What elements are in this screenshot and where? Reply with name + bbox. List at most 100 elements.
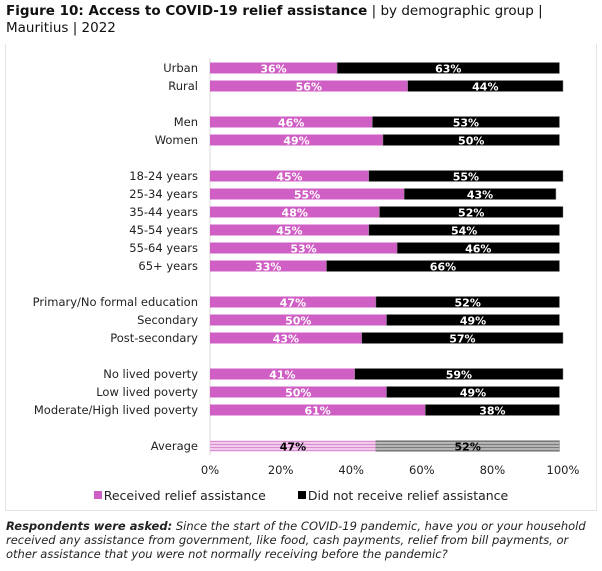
note-text: Since the start of the COVID-19 pandemic… (6, 519, 586, 561)
bar-received (210, 386, 387, 398)
bar-received (210, 368, 355, 380)
legend-item-received: Received relief assistance (93, 488, 266, 503)
data-label-not-received: 52% (455, 297, 481, 310)
category-label: No lived poverty (103, 367, 198, 381)
bar-received (210, 440, 376, 452)
x-tick-label: 80% (480, 463, 506, 477)
category-label: 45-54 years (129, 223, 198, 237)
data-label-not-received: 49% (460, 315, 486, 328)
category-label: 35-44 years (129, 205, 198, 219)
legend-label: Received relief assistance (103, 488, 266, 503)
data-label-received: 48% (282, 207, 308, 220)
category-label: Primary/No formal education (33, 295, 198, 309)
data-label-received: 50% (285, 387, 311, 400)
bar-received (210, 224, 369, 236)
bar-not-received (382, 134, 560, 146)
data-label-received: 55% (294, 189, 320, 202)
legend-label: Did not receive relief assistance (307, 488, 509, 503)
bar-not-received (368, 170, 564, 182)
data-label-received: 50% (285, 315, 311, 328)
bar-received (210, 206, 380, 218)
data-label-not-received: 53% (453, 117, 479, 130)
legend-item-not-received: Did not receive relief assistance (297, 488, 509, 503)
bar-received (210, 170, 369, 182)
bar-received (210, 62, 338, 74)
category-label: 25-34 years (129, 187, 198, 201)
bar-chart: Urban 36% 63% Rural 56% 44% Men 46% 53% Women 49% 5… (33, 58, 580, 477)
category-label: Moderate/High lived poverty (34, 403, 198, 417)
data-label-received: 45% (276, 171, 302, 184)
chart-frame (5, 44, 597, 511)
data-label-not-received: 59% (446, 369, 472, 382)
category-label: 55-64 years (129, 241, 198, 255)
bar-not-received (396, 242, 560, 254)
title-rest: | by demographic group | Mauritius | 202… (6, 3, 543, 36)
bar-received (210, 134, 383, 146)
category-label: Urban (163, 61, 198, 75)
bar-received (210, 242, 398, 254)
x-tick-label: 100% (547, 463, 580, 477)
category-label: Men (174, 115, 198, 129)
bar-received (210, 116, 373, 128)
data-label-not-received: 50% (458, 135, 484, 148)
category-label: Women (155, 133, 198, 147)
data-label-received: 56% (296, 81, 322, 94)
data-label-received: 43% (273, 333, 299, 346)
category-label: Secondary (137, 313, 198, 327)
category-label: Average (151, 439, 198, 453)
survey-question-note: Respondents were asked: Since the start … (6, 519, 598, 561)
x-tick-label: 0% (201, 463, 219, 477)
bar-received (210, 404, 426, 416)
category-label: 65+ years (138, 259, 198, 273)
data-label-received: 49% (283, 135, 309, 148)
x-tick-label: 60% (409, 463, 435, 477)
category-label: Post-secondary (110, 331, 198, 345)
data-label-not-received: 43% (467, 189, 493, 202)
data-label-not-received: 38% (479, 405, 505, 418)
data-label-received: 53% (290, 243, 316, 256)
x-tick-label: 40% (338, 463, 364, 477)
bar-not-received (403, 188, 557, 200)
bar-received (210, 260, 327, 272)
data-label-not-received: 55% (453, 171, 479, 184)
legend-swatch (93, 491, 102, 499)
data-label-received: 36% (260, 63, 286, 76)
bar-not-received (386, 314, 560, 326)
data-label-not-received: 52% (458, 207, 484, 220)
category-label: 18-24 years (129, 169, 198, 183)
bar-not-received (407, 80, 564, 92)
bar-received (210, 296, 376, 308)
bar-not-received (361, 332, 564, 344)
bar-not-received (386, 386, 560, 398)
data-label-received: 45% (276, 225, 302, 238)
bar-not-received (372, 116, 560, 128)
bar-not-received (368, 224, 560, 236)
chart-title: Figure 10: Access to COVID-19 relief ass… (6, 3, 596, 37)
data-label-not-received: 54% (451, 225, 477, 238)
bar-not-received (375, 296, 560, 308)
bar-not-received (354, 368, 564, 380)
title-bold: Figure 10: Access to COVID-19 relief ass… (6, 3, 368, 19)
data-label-not-received: 49% (460, 387, 486, 400)
data-label-not-received: 63% (435, 63, 461, 76)
category-label: Low lived poverty (96, 385, 198, 399)
legend-swatch (297, 491, 306, 499)
data-label-received: 41% (269, 369, 295, 382)
data-label-received: 47% (280, 441, 306, 454)
bar-not-received (425, 404, 560, 416)
legend: Received relief assistance Did not recei… (0, 488, 602, 503)
bar-received (210, 188, 405, 200)
bar-received (210, 314, 387, 326)
data-label-not-received: 44% (472, 81, 498, 94)
bar-not-received (336, 62, 560, 74)
data-label-received: 46% (278, 117, 304, 130)
data-label-not-received: 66% (430, 261, 456, 274)
note-bold: Respondents were asked: (6, 519, 173, 533)
data-label-received: 47% (280, 297, 306, 310)
bar-received (210, 80, 408, 92)
bar-not-received (379, 206, 564, 218)
data-label-received: 61% (304, 405, 330, 418)
data-label-received: 33% (255, 261, 281, 274)
data-label-not-received: 46% (465, 243, 491, 256)
